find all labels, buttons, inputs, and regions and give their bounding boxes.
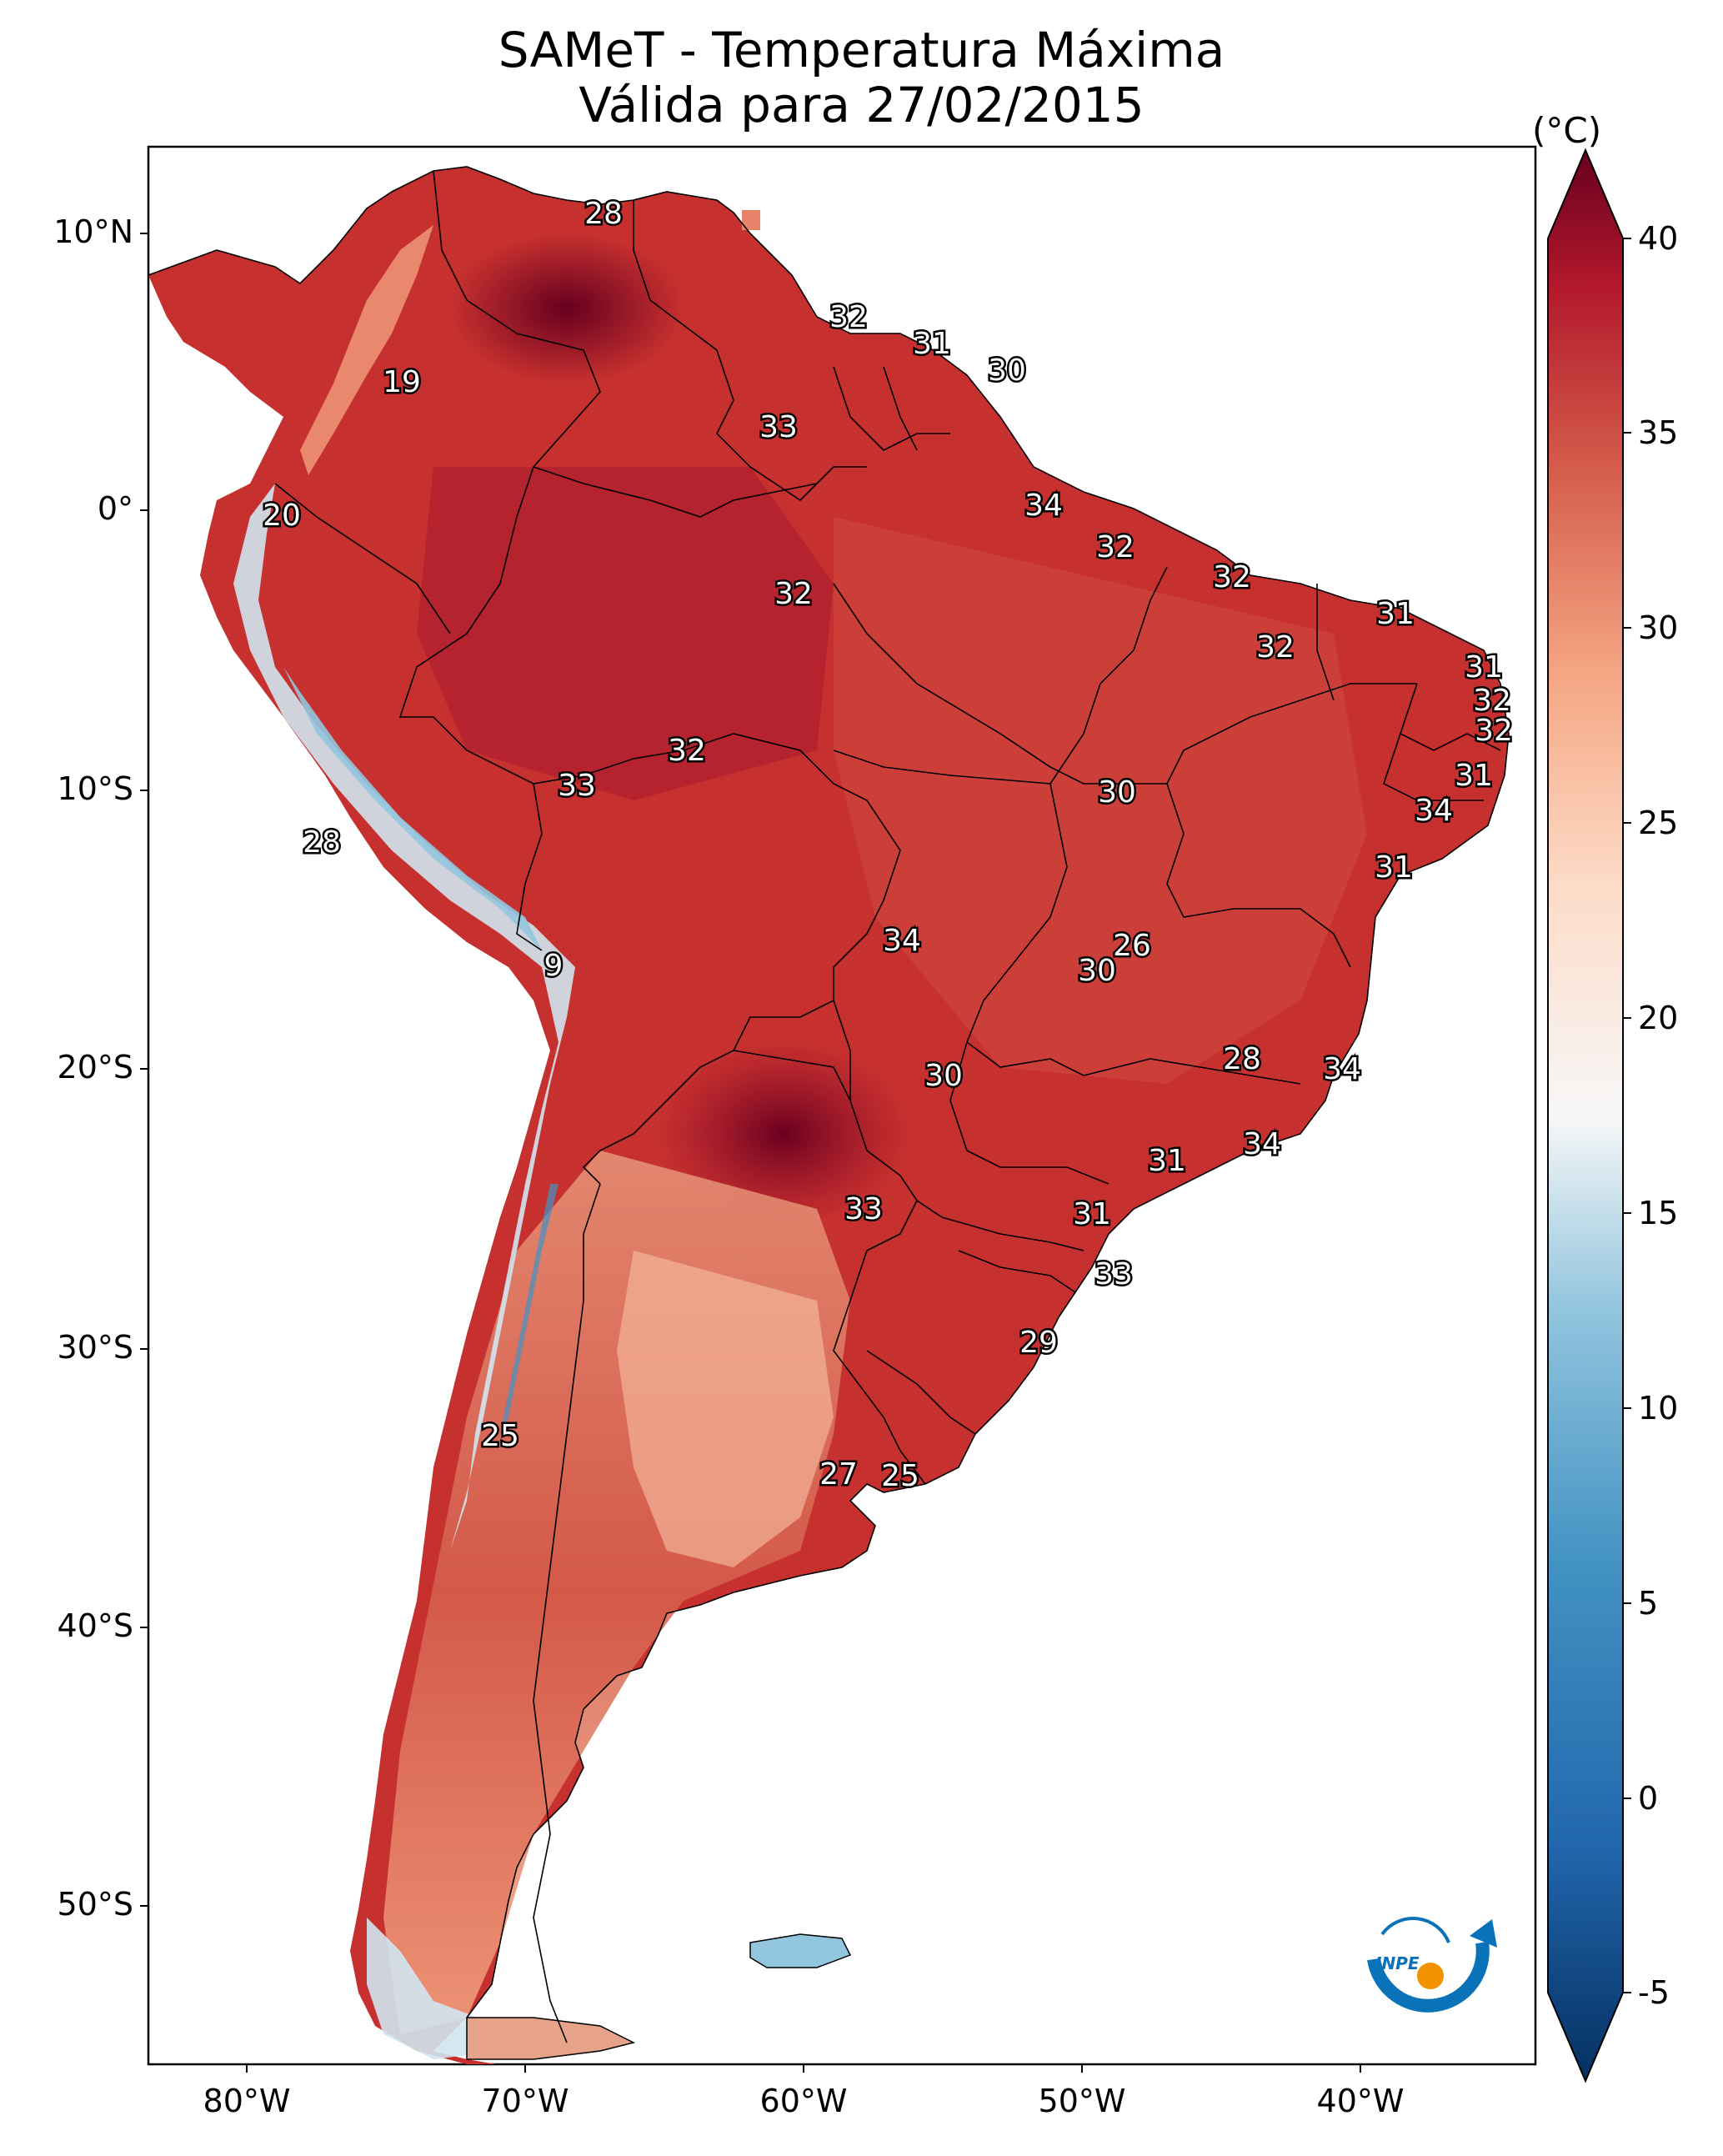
colorbar-tick-label: 40 <box>1638 220 1679 257</box>
value-label: 30 <box>988 353 1026 388</box>
value-label: 31 <box>1375 850 1413 885</box>
colorbar-tick-label: 0 <box>1638 1780 1659 1817</box>
trinidad-island <box>742 210 760 230</box>
value-label: 29 <box>1019 1326 1058 1360</box>
temperature-field: 28 32 31 30 19 33 34 20 32 32 32 31 32 3… <box>148 166 1515 2064</box>
colorbar-tick-label: 5 <box>1638 1585 1659 1622</box>
value-label: 33 <box>844 1192 883 1226</box>
value-label: 32 <box>774 577 813 611</box>
value-label: 34 <box>883 924 921 958</box>
value-label: 32 <box>1473 684 1511 718</box>
lat-tick-label: 20°S <box>57 1049 133 1086</box>
value-label: 31 <box>1455 759 1493 793</box>
colorbar-tick-label: 20 <box>1638 1000 1679 1036</box>
colorbar-tick-label: 10 <box>1638 1390 1679 1426</box>
value-label: 26 <box>1113 929 1151 963</box>
value-label: 28 <box>1223 1042 1261 1076</box>
andes-cold-core <box>283 667 542 950</box>
value-label: 25 <box>881 1459 919 1493</box>
value-label: 20 <box>263 499 301 533</box>
value-label: 27 <box>819 1457 858 1492</box>
lon-tick-label: 40°W <box>1316 2083 1405 2119</box>
inpe-logo: INPE <box>1367 1916 1497 2013</box>
colorbar-tick-label: -5 <box>1638 1974 1670 2011</box>
lon-tick-label: 50°W <box>1038 2083 1126 2119</box>
value-label: 19 <box>383 365 421 399</box>
tierra-del-fuego <box>466 2017 636 2060</box>
value-label: 25 <box>481 1419 519 1453</box>
value-label: 34 <box>1415 794 1453 828</box>
value-label: 31 <box>1073 1197 1111 1231</box>
value-label: 30 <box>924 1059 963 1093</box>
lat-tick-label: 30°S <box>57 1329 133 1366</box>
map-title-line1: SAMeT - Temperatura Máxima <box>498 22 1225 78</box>
hot-zone-chaco <box>659 1042 909 1226</box>
map-title-line2: Válida para 27/02/2015 <box>579 77 1144 133</box>
lat-tick-label: 10°S <box>57 770 133 807</box>
colorbar-tick-label: 15 <box>1638 1195 1679 1231</box>
colorbar-tick-label: 30 <box>1638 609 1679 646</box>
andes-cool-band <box>233 484 575 1551</box>
value-label: 32 <box>1256 630 1295 664</box>
value-label: 33 <box>1094 1257 1133 1291</box>
value-label: 30 <box>1098 775 1136 810</box>
value-label: 32 <box>1213 560 1251 594</box>
colorbar <box>1547 148 1631 2083</box>
inpe-logo-text: INPE <box>1375 1953 1420 1973</box>
value-label: 34 <box>1243 1127 1281 1161</box>
lon-tick-label: 60°W <box>759 2083 848 2119</box>
value-label: 31 <box>913 327 951 361</box>
value-label: 32 <box>1475 714 1513 748</box>
value-label: 31 <box>1376 597 1415 631</box>
lat-tick-label: 10°N <box>53 213 133 250</box>
value-label: 32 <box>668 734 706 768</box>
lat-tick-label: 0° <box>97 490 133 527</box>
lat-tick-label: 40°S <box>57 1607 133 1644</box>
value-label: 31 <box>1148 1144 1186 1178</box>
patagonia-cool-tip <box>367 1918 550 2059</box>
hot-zone-venezuela <box>450 233 684 384</box>
value-label: 30 <box>1078 954 1116 988</box>
amazon-dark-zone <box>417 467 834 800</box>
value-label: 32 <box>829 300 868 334</box>
lon-tick-label: 70°W <box>481 2083 569 2119</box>
value-label: 34 <box>1024 489 1063 523</box>
value-label: 28 <box>584 197 623 231</box>
colorbar-tick-label: 35 <box>1638 414 1679 451</box>
axis-ticks <box>140 233 1361 2073</box>
falkland-islands <box>749 1933 852 1968</box>
station-value-labels: 28 32 31 30 19 33 34 20 32 32 32 31 32 3… <box>261 195 1515 1496</box>
value-label: 34 <box>1323 1052 1361 1086</box>
value-label: 28 <box>303 825 341 860</box>
value-label: 31 <box>1465 650 1503 684</box>
pampa-light-zone <box>617 1251 834 1567</box>
lat-tick-label: 50°S <box>57 1886 133 1923</box>
colombia-andes-light <box>300 225 433 475</box>
value-label: 32 <box>1096 530 1134 564</box>
colorbar-unit-label: (°C) <box>1532 110 1602 151</box>
lon-tick-label: 80°W <box>203 2083 291 2119</box>
value-label: 9 <box>544 949 563 983</box>
colorbar-tick-label: 25 <box>1638 805 1679 841</box>
value-label: 33 <box>759 410 798 444</box>
brazil-lighter-zone <box>834 517 1367 1084</box>
andes-cold-south <box>500 1184 558 1434</box>
country-borders <box>148 166 1510 2043</box>
value-label: 33 <box>558 769 596 803</box>
